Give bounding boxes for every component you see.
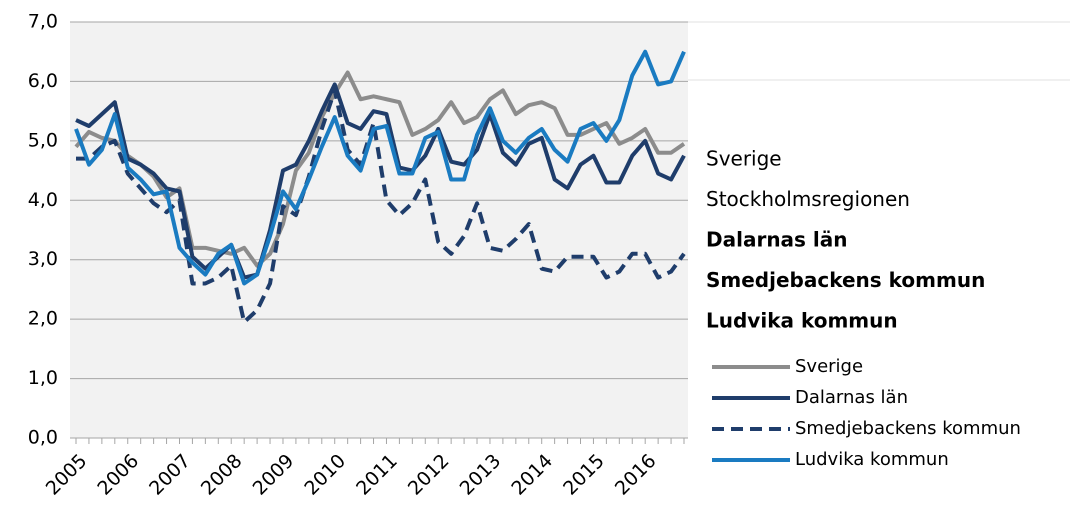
side-label: Sverige bbox=[706, 147, 782, 171]
series-line bbox=[74, 49, 686, 286]
x-tick-label: 2013 bbox=[456, 450, 506, 500]
x-tick-label: 2007 bbox=[145, 450, 195, 500]
legend-label: Sverige bbox=[795, 356, 863, 377]
y-tick-label: 5,0 bbox=[28, 129, 58, 151]
x-tick-label: 2009 bbox=[249, 450, 299, 500]
y-tick-label: 0,0 bbox=[28, 427, 58, 449]
x-tick-label: 2011 bbox=[352, 450, 402, 500]
side-label: Smedjebackens kommun bbox=[706, 268, 985, 292]
x-tick-label: 2010 bbox=[300, 450, 350, 500]
x-tick-label: 2012 bbox=[404, 450, 454, 500]
side-label: Ludvika kommun bbox=[706, 309, 898, 333]
y-tick-label: 1,0 bbox=[28, 367, 58, 389]
x-tick-label: 2005 bbox=[42, 450, 92, 500]
x-tick-label: 2014 bbox=[507, 450, 557, 500]
x-tick-label: 2016 bbox=[611, 450, 661, 500]
y-tick-label: 4,0 bbox=[28, 189, 58, 211]
x-tick-label: 2006 bbox=[93, 450, 143, 500]
y-tick-label: 2,0 bbox=[28, 308, 58, 330]
plot-area bbox=[70, 22, 688, 438]
y-tick-label: 6,0 bbox=[28, 70, 58, 92]
legend-label: Smedjebackens kommun bbox=[795, 418, 1021, 439]
y-tick-label: 3,0 bbox=[28, 248, 58, 270]
legend-label: Ludvika kommun bbox=[795, 449, 949, 470]
x-tick-label: 2015 bbox=[559, 450, 609, 500]
side-label: Dalarnas län bbox=[706, 228, 848, 252]
side-label: Stockholmsregionen bbox=[706, 187, 910, 211]
series-line bbox=[76, 88, 686, 325]
legend-label: Dalarnas län bbox=[795, 387, 908, 408]
x-tick-label: 2008 bbox=[197, 450, 247, 500]
y-tick-label: 7,0 bbox=[28, 11, 58, 33]
series-line bbox=[75, 82, 686, 280]
